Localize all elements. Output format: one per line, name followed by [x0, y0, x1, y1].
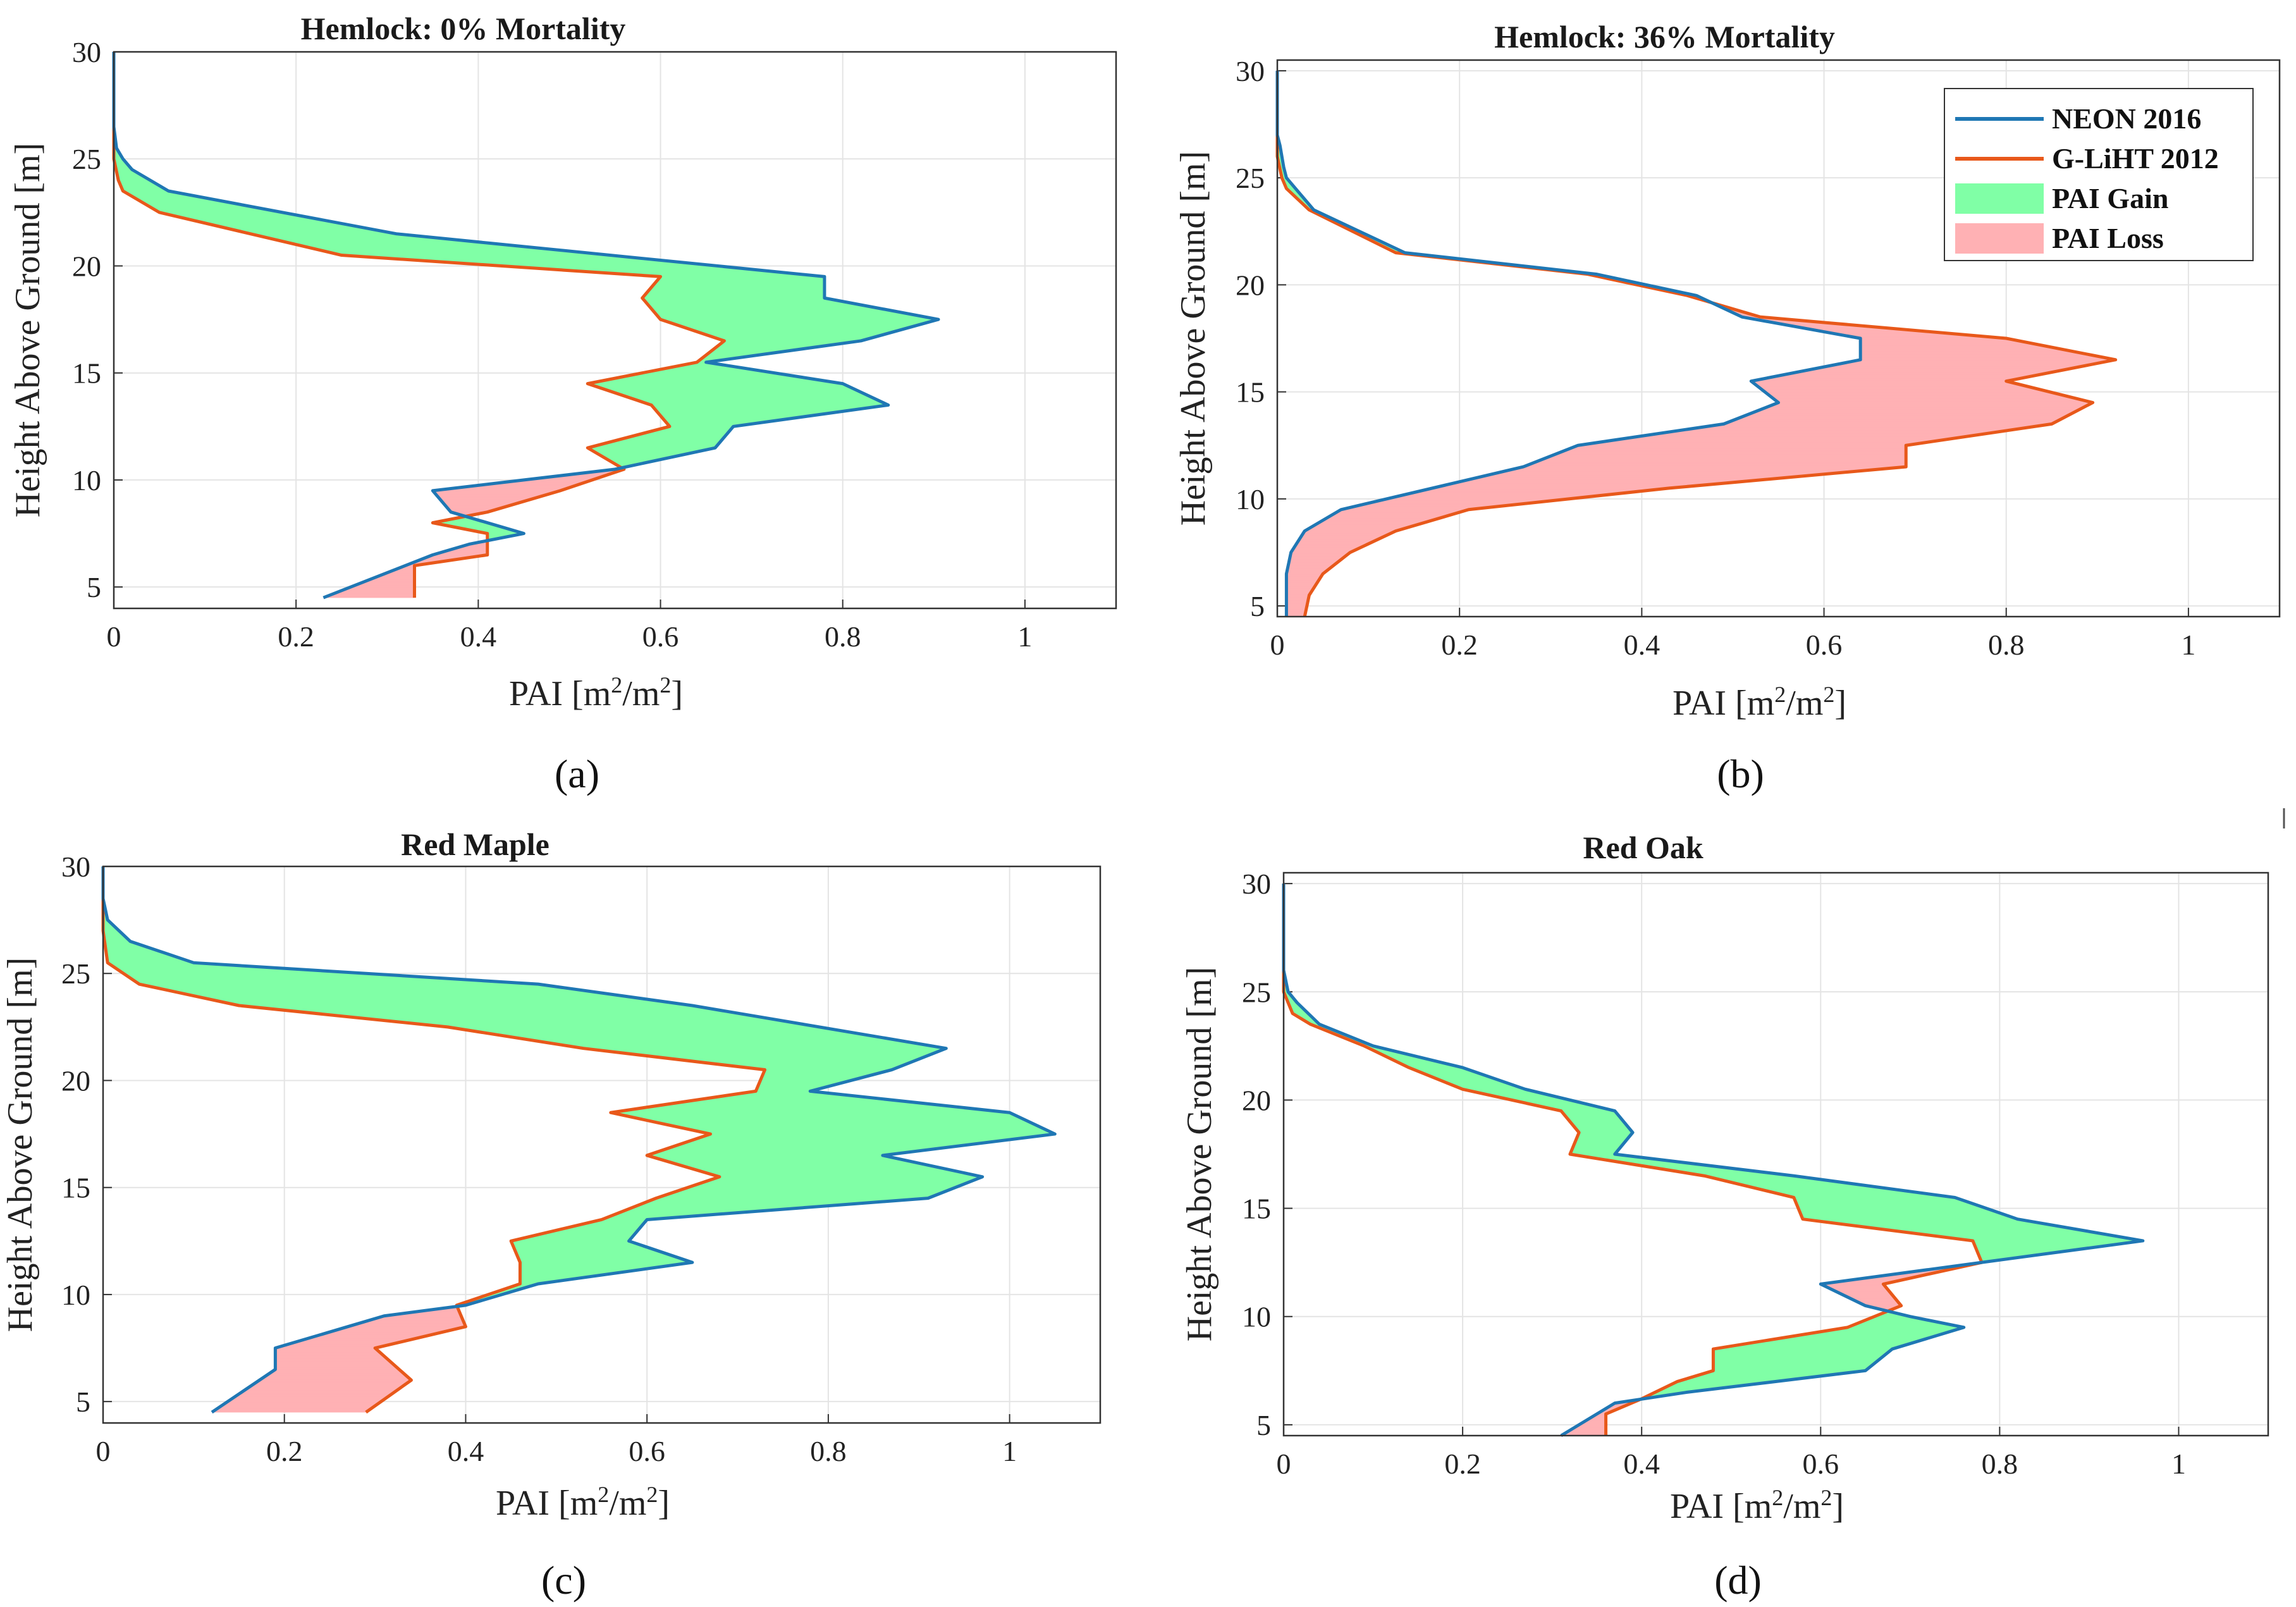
x-tick-label: 0.6 — [1803, 1448, 1839, 1480]
plot-area — [114, 52, 1116, 608]
x-tick-label: 0.4 — [448, 1435, 484, 1467]
x-tick-label: 0.2 — [278, 620, 314, 653]
y-tick-label: 25 — [1236, 162, 1265, 194]
plot-frame — [1282, 871, 2269, 1437]
x-axis-label: PAI [m2/m2] — [509, 672, 683, 713]
legend-item-pai-loss: PAI Loss — [2052, 222, 2164, 254]
x-tick-label: 0 — [96, 1435, 111, 1467]
panel-label: (b) — [1717, 751, 1764, 796]
chart-title: Hemlock: 36% Mortality — [1494, 19, 1835, 54]
gliht-2012-line — [1275, 70, 2118, 617]
x-tick-label: 0.6 — [629, 1435, 665, 1467]
plot-frame — [113, 51, 1117, 610]
gliht-2012-line — [101, 866, 767, 1414]
x-tick-label: 0.8 — [1988, 629, 2025, 661]
y-tick-label: 25 — [61, 957, 90, 990]
legend-item-pai-loss-swatch — [1955, 223, 2044, 254]
x-tick-label: 0.2 — [266, 1435, 303, 1467]
y-tick-label: 5 — [1256, 1409, 1271, 1441]
x-tick-label: 0.6 — [1806, 629, 1843, 661]
y-tick-label: 25 — [72, 143, 101, 175]
y-tick-label: 30 — [1236, 55, 1265, 87]
gliht-2012-line — [112, 52, 726, 598]
x-tick-label: 0.8 — [825, 620, 861, 653]
legend-item-pai-gain: PAI Gain — [2052, 182, 2168, 214]
neon-2016-line — [112, 52, 940, 600]
y-tick-label: 10 — [1236, 483, 1265, 515]
legend: NEON 2016 G-LiHT 2012 PAI Gain PAI Loss — [1944, 88, 2254, 261]
y-axis-label: Height Above Ground [m] — [8, 143, 47, 518]
plot-frame — [102, 865, 1102, 1424]
x-tick-label: 1 — [1002, 1435, 1017, 1467]
plot-frame — [1276, 59, 2281, 618]
x-tick-label: 0.4 — [1623, 1448, 1660, 1480]
x-axis-label: PAI [m2/m2] — [496, 1482, 670, 1523]
panel-label: (d) — [1714, 1558, 1762, 1603]
x-tick-label: 0.8 — [810, 1435, 847, 1467]
x-tick-label: 1 — [1017, 620, 1032, 653]
x-tick-label: 0.4 — [460, 620, 497, 653]
x-tick-label: 0.2 — [1444, 1448, 1481, 1480]
panel-label: (a) — [555, 751, 599, 796]
neon-2016-line — [1275, 70, 1862, 617]
y-axis-label: Height Above Ground [m] — [1, 957, 40, 1333]
y-tick-label: 5 — [76, 1386, 90, 1418]
y-axis-label: Height Above Ground [m] — [1180, 967, 1219, 1342]
y-tick-label: 15 — [1236, 376, 1265, 409]
neon-2016-line — [1282, 884, 2145, 1438]
y-tick-label: 30 — [1242, 868, 1271, 900]
x-tick-label: 0.2 — [1441, 629, 1478, 661]
legend-item-pai-gain-swatch — [1955, 183, 2044, 214]
y-tick-label: 20 — [1242, 1084, 1271, 1116]
legend-item-neon-2016: NEON 2016 — [2052, 102, 2201, 135]
panel-label: (c) — [541, 1558, 586, 1603]
x-tick-label: 0.6 — [642, 620, 679, 653]
chart-title: Red Maple — [401, 827, 549, 862]
x-axis-label: PAI [m2/m2] — [1673, 682, 1846, 723]
chart-title: Hemlock: 0% Mortality — [301, 11, 626, 46]
x-tick-label: 0 — [1270, 629, 1285, 661]
legend-item-gliht-2012: G-LiHT 2012 — [2052, 142, 2219, 175]
chart-title: Red Oak — [1583, 830, 1704, 865]
y-tick-label: 5 — [87, 571, 101, 603]
y-tick-label: 5 — [1250, 590, 1265, 622]
x-tick-label: 0.8 — [1982, 1448, 2018, 1480]
y-tick-label: 20 — [1236, 269, 1265, 301]
x-tick-label: 0 — [107, 620, 121, 653]
y-tick-label: 15 — [72, 357, 101, 390]
x-axis-label: PAI [m2/m2] — [1670, 1485, 1844, 1526]
y-tick-label: 10 — [72, 464, 101, 496]
y-tick-label: 20 — [72, 250, 101, 282]
x-tick-label: 1 — [2181, 629, 2195, 661]
x-tick-label: 1 — [2171, 1448, 2186, 1480]
x-tick-label: 0.4 — [1624, 629, 1661, 661]
y-tick-label: 10 — [1242, 1301, 1271, 1333]
x-tick-label: 0 — [1277, 1448, 1291, 1480]
gliht-2012-line — [1282, 884, 1984, 1436]
y-axis-label: Height Above Ground [m] — [1174, 151, 1213, 526]
y-tick-label: 20 — [61, 1064, 90, 1097]
y-tick-label: 15 — [61, 1172, 90, 1204]
y-tick-label: 25 — [1242, 976, 1271, 1008]
y-tick-label: 30 — [61, 851, 90, 883]
neon-2016-line — [101, 866, 1057, 1414]
y-tick-label: 30 — [72, 36, 101, 68]
y-tick-label: 15 — [1242, 1193, 1271, 1225]
y-tick-label: 10 — [61, 1279, 90, 1311]
